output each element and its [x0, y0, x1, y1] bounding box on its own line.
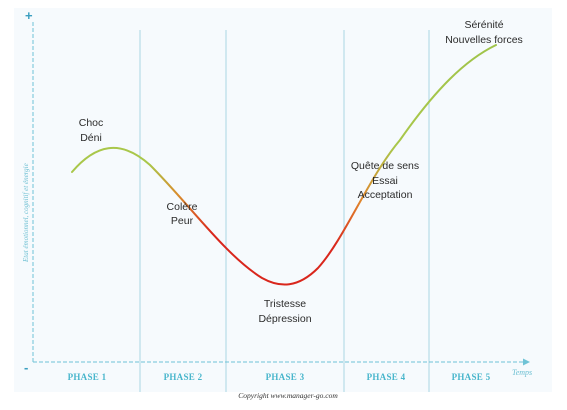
change-curve [71, 44, 497, 286]
emotion-serenite: Sérénité [464, 19, 503, 31]
x-axis-arrow-icon [523, 358, 530, 366]
phase-label-3: PHASE 3 [266, 372, 305, 382]
x-axis-label: Temps [512, 368, 532, 377]
phase-label-1: PHASE 1 [68, 372, 107, 382]
emotion-colere: Colère [167, 201, 198, 213]
y-axis-plus: + [25, 8, 33, 23]
copyright-text: Copyright www.manager-go.com [238, 391, 338, 400]
emotion-tristesse: Tristesse [264, 298, 306, 310]
phase-label-4: PHASE 4 [367, 372, 406, 382]
emotion-depression: Dépression [258, 313, 311, 325]
emotion-acceptation: Acceptation [358, 189, 413, 201]
y-axis-minus: - [24, 360, 28, 375]
emotion-quete-de-sens: Quête de sens [351, 160, 419, 172]
emotion-nouvelles-forces: Nouvelles forces [445, 34, 523, 46]
emotion-essai: Essai [372, 175, 398, 187]
emotion-deni: Déni [80, 132, 102, 144]
emotion-peur: Peur [171, 215, 194, 227]
phase-label-2: PHASE 2 [164, 372, 203, 382]
emotion-choc: Choc [79, 117, 104, 129]
diagram-background [14, 8, 552, 392]
y-axis-label: Etat émotionnel, cognitif et énergie [22, 163, 30, 263]
phase-label-5: PHASE 5 [452, 372, 491, 382]
